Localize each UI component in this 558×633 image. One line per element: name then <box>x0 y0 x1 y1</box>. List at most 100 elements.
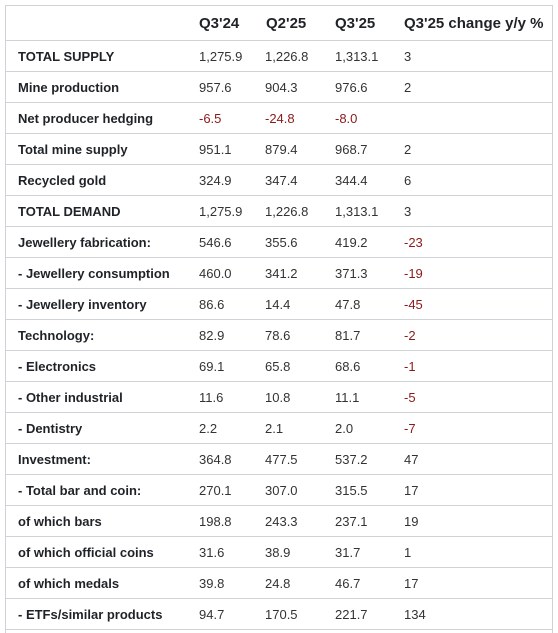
cell-q3-24: 957.6 <box>192 71 258 103</box>
cell-q2-25: 1,226.8 <box>258 40 328 72</box>
cell-q3-25: -8.0 <box>328 102 397 134</box>
row-label: Technology: <box>6 319 192 351</box>
row-label: Investment: <box>6 443 192 475</box>
data-table-frame: Q3'24 Q2'25 Q3'25 Q3'25 change y/y % TOT… <box>5 5 553 633</box>
row-label: - Total bar and coin: <box>6 474 192 506</box>
cell-q2-25: 78.6 <box>258 319 328 351</box>
row-label: Jewellery fabrication: <box>6 226 192 258</box>
cell-q2-25: 477.5 <box>258 443 328 475</box>
cell-q3-24: 951.1 <box>192 133 258 165</box>
cell-change-yy: 19 <box>397 505 552 537</box>
table-row: Net producer hedging -6.5 -24.8 -8.0 <box>6 102 552 134</box>
cell-q3-25: 81.7 <box>328 319 397 351</box>
header-label-column <box>6 6 192 41</box>
cell-q3-24: 198.8 <box>192 505 258 537</box>
cell-q3-25: 221.7 <box>328 598 397 630</box>
header-q2-25: Q2'25 <box>258 6 328 41</box>
cell-q2-25: 14.4 <box>258 288 328 320</box>
row-label: - ETFs/similar products <box>6 598 192 630</box>
cell-q3-24: 324.9 <box>192 164 258 196</box>
table-row: - Other industrial 11.6 10.8 11.1 -5 <box>6 381 552 413</box>
cell-q3-24: 39.8 <box>192 567 258 599</box>
table-body: TOTAL SUPPLY 1,275.9 1,226.8 1,313.1 3 Mine p… <box>6 40 552 630</box>
table-header-row: Q3'24 Q2'25 Q3'25 Q3'25 change y/y % <box>6 6 552 41</box>
row-label: - Jewellery consumption <box>6 257 192 289</box>
table-row: Mine production 957.6 904.3 976.6 2 <box>6 71 552 103</box>
cell-q3-24: 86.6 <box>192 288 258 320</box>
cell-q3-24: 270.1 <box>192 474 258 506</box>
cell-q3-25: 47.8 <box>328 288 397 320</box>
cell-q2-25: 341.2 <box>258 257 328 289</box>
cell-q3-24: -6.5 <box>192 102 258 134</box>
cell-q3-25: 968.7 <box>328 133 397 165</box>
row-label: Net producer hedging <box>6 102 192 134</box>
cell-change-yy: 2 <box>397 133 552 165</box>
row-label: of which official coins <box>6 536 192 568</box>
table-row: Technology: 82.9 78.6 81.7 -2 <box>6 319 552 351</box>
cell-change-yy: 47 <box>397 443 552 475</box>
cell-q3-25: 237.1 <box>328 505 397 537</box>
cell-q3-25: 31.7 <box>328 536 397 568</box>
cell-change-yy: 2 <box>397 71 552 103</box>
cell-q3-24: 364.8 <box>192 443 258 475</box>
cell-change-yy: 17 <box>397 474 552 506</box>
cell-q2-25: 1,226.8 <box>258 195 328 227</box>
cell-q3-25: 1,313.1 <box>328 195 397 227</box>
cell-change-yy: 3 <box>397 195 552 227</box>
cell-q2-25: 170.5 <box>258 598 328 630</box>
table-row: - Electronics 69.1 65.8 68.6 -1 <box>6 350 552 382</box>
table-row: - Total bar and coin: 270.1 307.0 315.5 17 <box>6 474 552 506</box>
cell-q3-24: 82.9 <box>192 319 258 351</box>
header-q3-24: Q3'24 <box>192 6 258 41</box>
cell-change-yy: -1 <box>397 350 552 382</box>
row-label: Recycled gold <box>6 164 192 196</box>
cell-change-yy: 1 <box>397 536 552 568</box>
cell-q3-25: 537.2 <box>328 443 397 475</box>
cell-change-yy <box>397 102 552 134</box>
cell-change-yy: -7 <box>397 412 552 444</box>
table-row: - Jewellery inventory 86.6 14.4 47.8 -45 <box>6 288 552 320</box>
cell-q3-25: 2.0 <box>328 412 397 444</box>
table-row: of which bars 198.8 243.3 237.1 19 <box>6 505 552 537</box>
row-label: - Jewellery inventory <box>6 288 192 320</box>
cell-change-yy: -2 <box>397 319 552 351</box>
cell-q3-25: 315.5 <box>328 474 397 506</box>
row-label: - Dentistry <box>6 412 192 444</box>
cell-change-yy: 6 <box>397 164 552 196</box>
cell-q3-24: 460.0 <box>192 257 258 289</box>
cell-q3-25: 976.6 <box>328 71 397 103</box>
cell-q3-25: 11.1 <box>328 381 397 413</box>
cell-q3-24: 11.6 <box>192 381 258 413</box>
cell-q3-25: 1,313.1 <box>328 40 397 72</box>
cell-q3-24: 1,275.9 <box>192 40 258 72</box>
table-row: Jewellery fabrication: 546.6 355.6 419.2 -23 <box>6 226 552 258</box>
cell-change-yy: -23 <box>397 226 552 258</box>
cell-q2-25: 38.9 <box>258 536 328 568</box>
cell-q2-25: 879.4 <box>258 133 328 165</box>
row-label: of which bars <box>6 505 192 537</box>
table-row: - ETFs/similar products 94.7 170.5 221.7 134 <box>6 598 552 630</box>
cell-q3-25: 46.7 <box>328 567 397 599</box>
table-row: Recycled gold 324.9 347.4 344.4 6 <box>6 164 552 196</box>
cell-change-yy: 134 <box>397 598 552 630</box>
cell-q2-25: 347.4 <box>258 164 328 196</box>
table-row: TOTAL SUPPLY 1,275.9 1,226.8 1,313.1 3 <box>6 40 552 72</box>
cell-q2-25: 2.1 <box>258 412 328 444</box>
cell-q3-24: 1,275.9 <box>192 195 258 227</box>
cell-q3-25: 371.3 <box>328 257 397 289</box>
header-change-yy: Q3'25 change y/y % <box>397 6 552 41</box>
cell-change-yy: -5 <box>397 381 552 413</box>
cell-q2-25: 10.8 <box>258 381 328 413</box>
cell-q2-25: 243.3 <box>258 505 328 537</box>
table-row: Total mine supply 951.1 879.4 968.7 2 <box>6 133 552 165</box>
table-row: - Jewellery consumption 460.0 341.2 371.3 -1… <box>6 257 552 289</box>
row-label: Total mine supply <box>6 133 192 165</box>
cell-change-yy: 17 <box>397 567 552 599</box>
header-q3-25: Q3'25 <box>328 6 397 41</box>
cell-q3-25: 344.4 <box>328 164 397 196</box>
cell-change-yy: 3 <box>397 40 552 72</box>
cell-q2-25: 307.0 <box>258 474 328 506</box>
table-row: TOTAL DEMAND 1,275.9 1,226.8 1,313.1 3 <box>6 195 552 227</box>
table-row: Investment: 364.8 477.5 537.2 47 <box>6 443 552 475</box>
row-label: TOTAL SUPPLY <box>6 40 192 72</box>
